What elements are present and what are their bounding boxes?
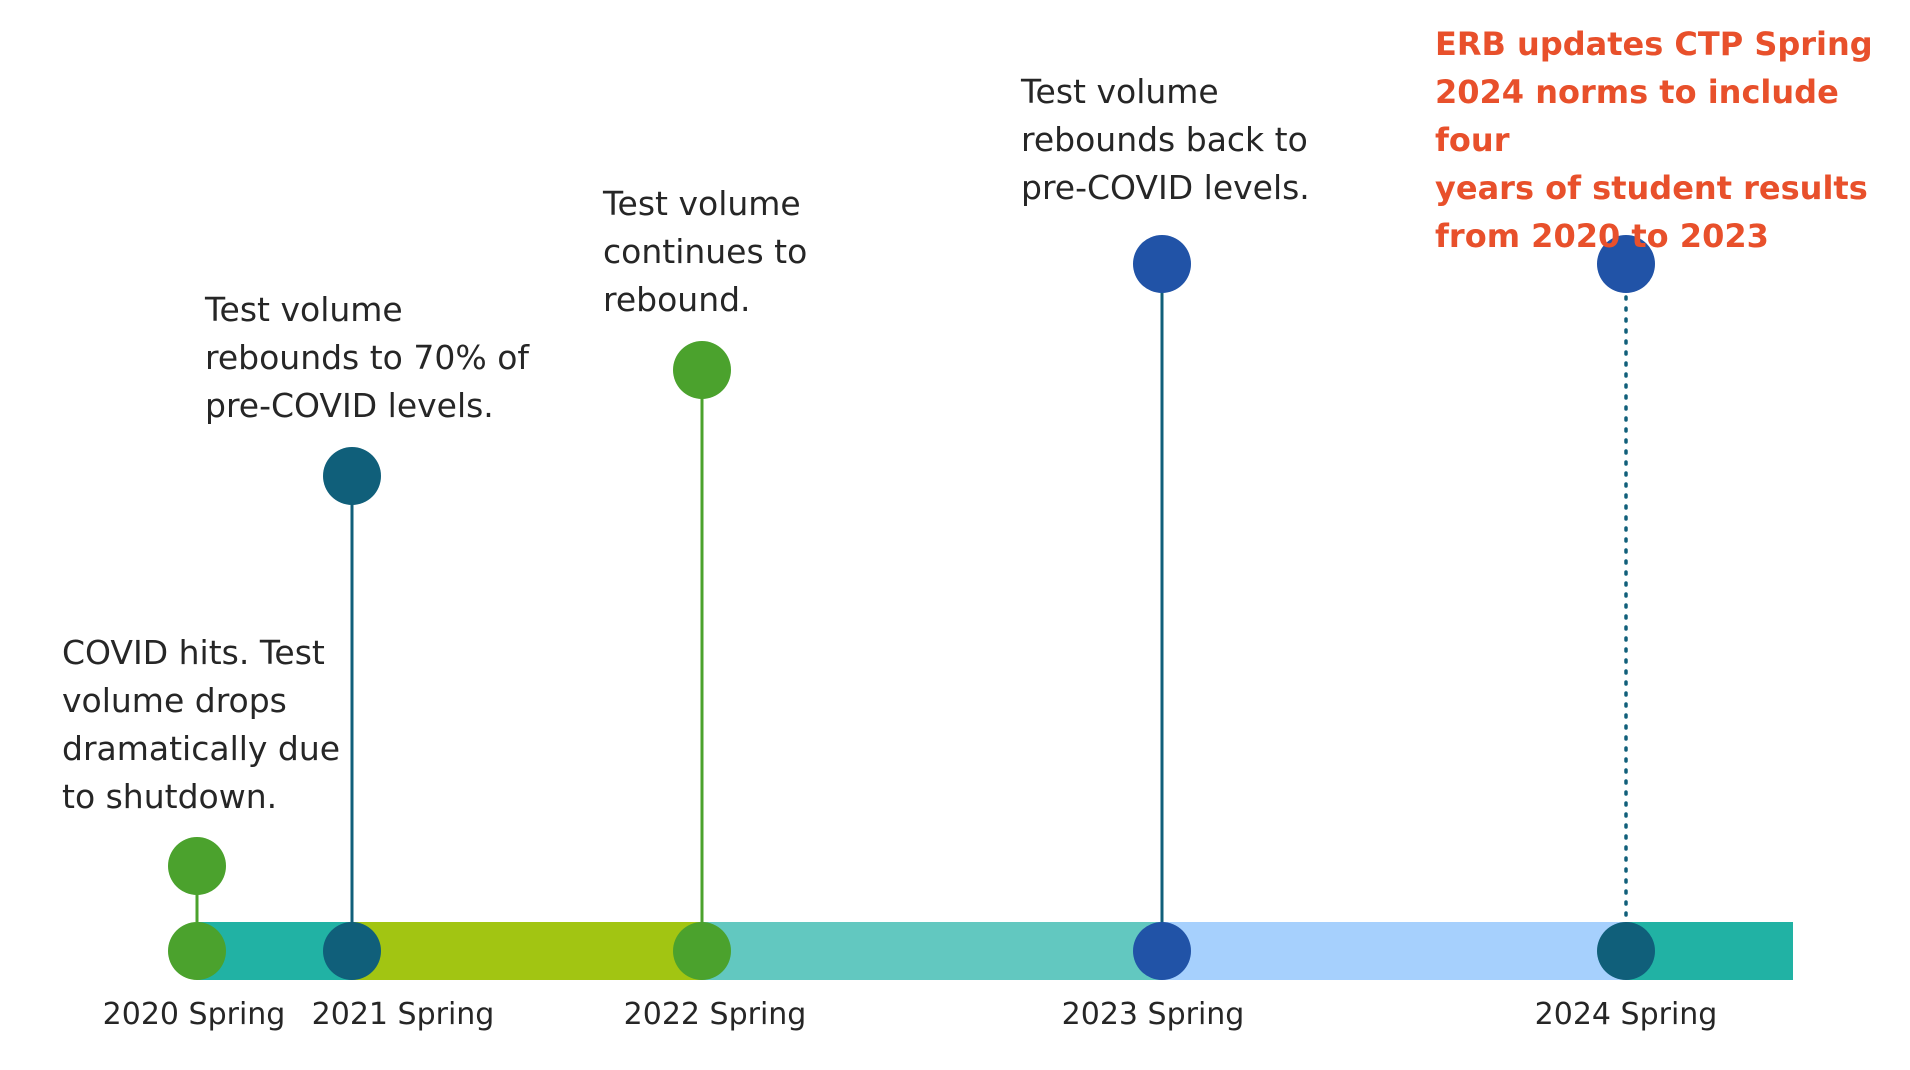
marker-top-2020	[168, 837, 226, 895]
event-note-2023: Test volume rebounds back to pre-COVID l…	[1021, 68, 1310, 212]
marker-bar-2024	[1597, 922, 1655, 980]
marker-bar-2022	[673, 922, 731, 980]
timeline-bar-segment-2	[352, 922, 702, 980]
marker-bar-2023	[1133, 922, 1191, 980]
event-note-2022: Test volume continues to rebound.	[603, 180, 807, 324]
note-line: from 2020 to 2023	[1435, 217, 1769, 255]
marker-top-2023	[1133, 235, 1191, 293]
note-line: pre-COVID levels.	[1021, 168, 1310, 207]
event-note-2024: ERB updates CTP Spring 2024 norms to inc…	[1435, 20, 1910, 260]
note-line: Test volume	[205, 290, 403, 329]
note-line: to shutdown.	[62, 777, 278, 816]
note-line: Test volume	[1021, 72, 1219, 111]
note-line: rebounds to 70% of	[205, 338, 530, 377]
note-line: dramatically due	[62, 729, 341, 768]
event-note-2021: Test volume rebounds to 70% of pre-COVID…	[205, 286, 529, 430]
note-line: ERB updates CTP Spring	[1435, 25, 1873, 63]
year-label-2021: 2021 Spring	[311, 997, 495, 1032]
marker-top-2022	[673, 341, 731, 399]
year-label-2023: 2023 Spring	[1061, 997, 1245, 1032]
year-label-2024: 2024 Spring	[1534, 997, 1718, 1032]
marker-top-2021	[323, 447, 381, 505]
timeline-bar-segment-4	[1162, 922, 1626, 980]
note-line: rebounds back to	[1021, 120, 1308, 159]
note-line: years of student results	[1435, 169, 1868, 207]
marker-top-2024	[1597, 235, 1655, 293]
note-line: 2024 norms to include four	[1435, 73, 1839, 159]
year-label-2022: 2022 Spring	[623, 997, 807, 1032]
event-note-2020: COVID hits. Test volume drops dramatical…	[62, 629, 340, 821]
note-line: pre-COVID levels.	[205, 386, 494, 425]
timeline-bar-segment-3	[702, 922, 1162, 980]
note-line: volume drops	[62, 681, 287, 720]
note-line: continues to	[603, 232, 808, 271]
marker-bar-2021	[323, 922, 381, 980]
year-label-2020: 2020 Spring	[102, 997, 286, 1032]
note-line: rebound.	[603, 280, 751, 319]
marker-bar-2020	[168, 922, 226, 980]
note-line: Test volume	[603, 184, 801, 223]
note-line: COVID hits. Test	[62, 633, 325, 672]
